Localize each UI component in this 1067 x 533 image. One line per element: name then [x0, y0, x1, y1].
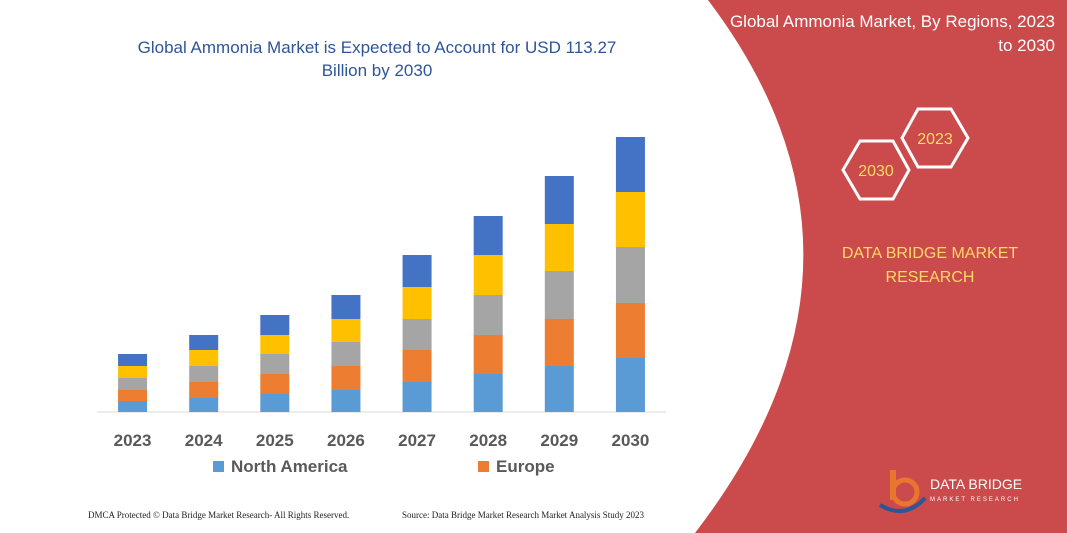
x-tick-label: 2029: [540, 431, 578, 450]
bar-segment: [260, 354, 290, 374]
bar-segment: [544, 366, 574, 412]
hexagon: [841, 139, 911, 201]
bar-segment: [615, 137, 645, 192]
bar-segment: [473, 374, 503, 412]
logo-name: DATA BRIDGE: [930, 476, 1022, 492]
bar-segment: [615, 247, 645, 303]
bar-segment: [260, 394, 290, 412]
bar-segment: [544, 271, 574, 319]
bar-segment: [402, 319, 432, 350]
bar-segment: [189, 398, 219, 412]
bar-segment: [402, 255, 432, 287]
bar-segment: [473, 335, 503, 374]
bar-segment: [615, 358, 645, 412]
bar-segment: [544, 176, 574, 224]
chart-title: Global Ammonia Market is Expected to Acc…: [137, 38, 617, 80]
side-panel: [695, 0, 1067, 533]
bar-segment: [544, 224, 574, 271]
bar-segment: [331, 319, 361, 342]
legend-label: North America: [231, 457, 348, 476]
bar-segment: [189, 335, 219, 350]
x-tick-label: 2024: [185, 431, 223, 450]
legend-swatch: [478, 461, 489, 472]
brand-label: DATA BRIDGE MARKET RESEARCH: [841, 245, 1019, 286]
bar-segment: [402, 287, 432, 319]
logo-tagline: MARKET RESEARCH: [930, 497, 1020, 503]
copyright: DMCA Protected © Data Bridge Market Rese…: [88, 510, 350, 520]
hex-label: 2030: [858, 163, 894, 180]
bar-segment: [118, 390, 148, 401]
bar-segment: [260, 335, 290, 354]
hex-label: 2023: [917, 131, 953, 148]
bar-segment: [260, 315, 290, 335]
bar-segment: [402, 350, 432, 382]
legend-swatch: [213, 461, 224, 472]
x-tick-label: 2025: [256, 431, 294, 450]
x-tick-label: 2023: [114, 431, 152, 450]
logo-arc: [890, 477, 920, 507]
legend-label: Europe: [496, 457, 555, 476]
bar-segment: [473, 216, 503, 255]
bar-segment: [402, 382, 432, 412]
x-tick-label: 2028: [469, 431, 507, 450]
bar-segment: [118, 378, 148, 390]
logo-icon: [878, 470, 927, 514]
x-tick-label: 2026: [327, 431, 365, 450]
bar-segment: [260, 374, 290, 394]
bar-segment: [189, 350, 219, 366]
bar-segment: [189, 382, 219, 398]
bar-segment: [331, 342, 361, 366]
bar-segment: [615, 303, 645, 358]
x-tick-label: 2030: [612, 431, 650, 450]
bar-segment: [189, 366, 219, 382]
bar-segment: [331, 390, 361, 412]
x-tick-label: 2027: [398, 431, 436, 450]
bar-segment: [118, 354, 148, 366]
bar-segment: [544, 319, 574, 366]
source: Source: Data Bridge Market Research Mark…: [402, 510, 644, 520]
bar-segment: [473, 255, 503, 295]
bar-segment: [118, 366, 148, 378]
panel-title: Global Ammonia Market, By Regions, 2023 …: [729, 12, 1055, 55]
bar-segment: [615, 192, 645, 247]
logo-swoosh: [878, 496, 927, 514]
bar-segment: [118, 401, 148, 412]
bar-segment: [473, 295, 503, 335]
hexagon: [900, 107, 970, 169]
bar-segment: [331, 366, 361, 390]
bar-segment: [331, 295, 361, 319]
